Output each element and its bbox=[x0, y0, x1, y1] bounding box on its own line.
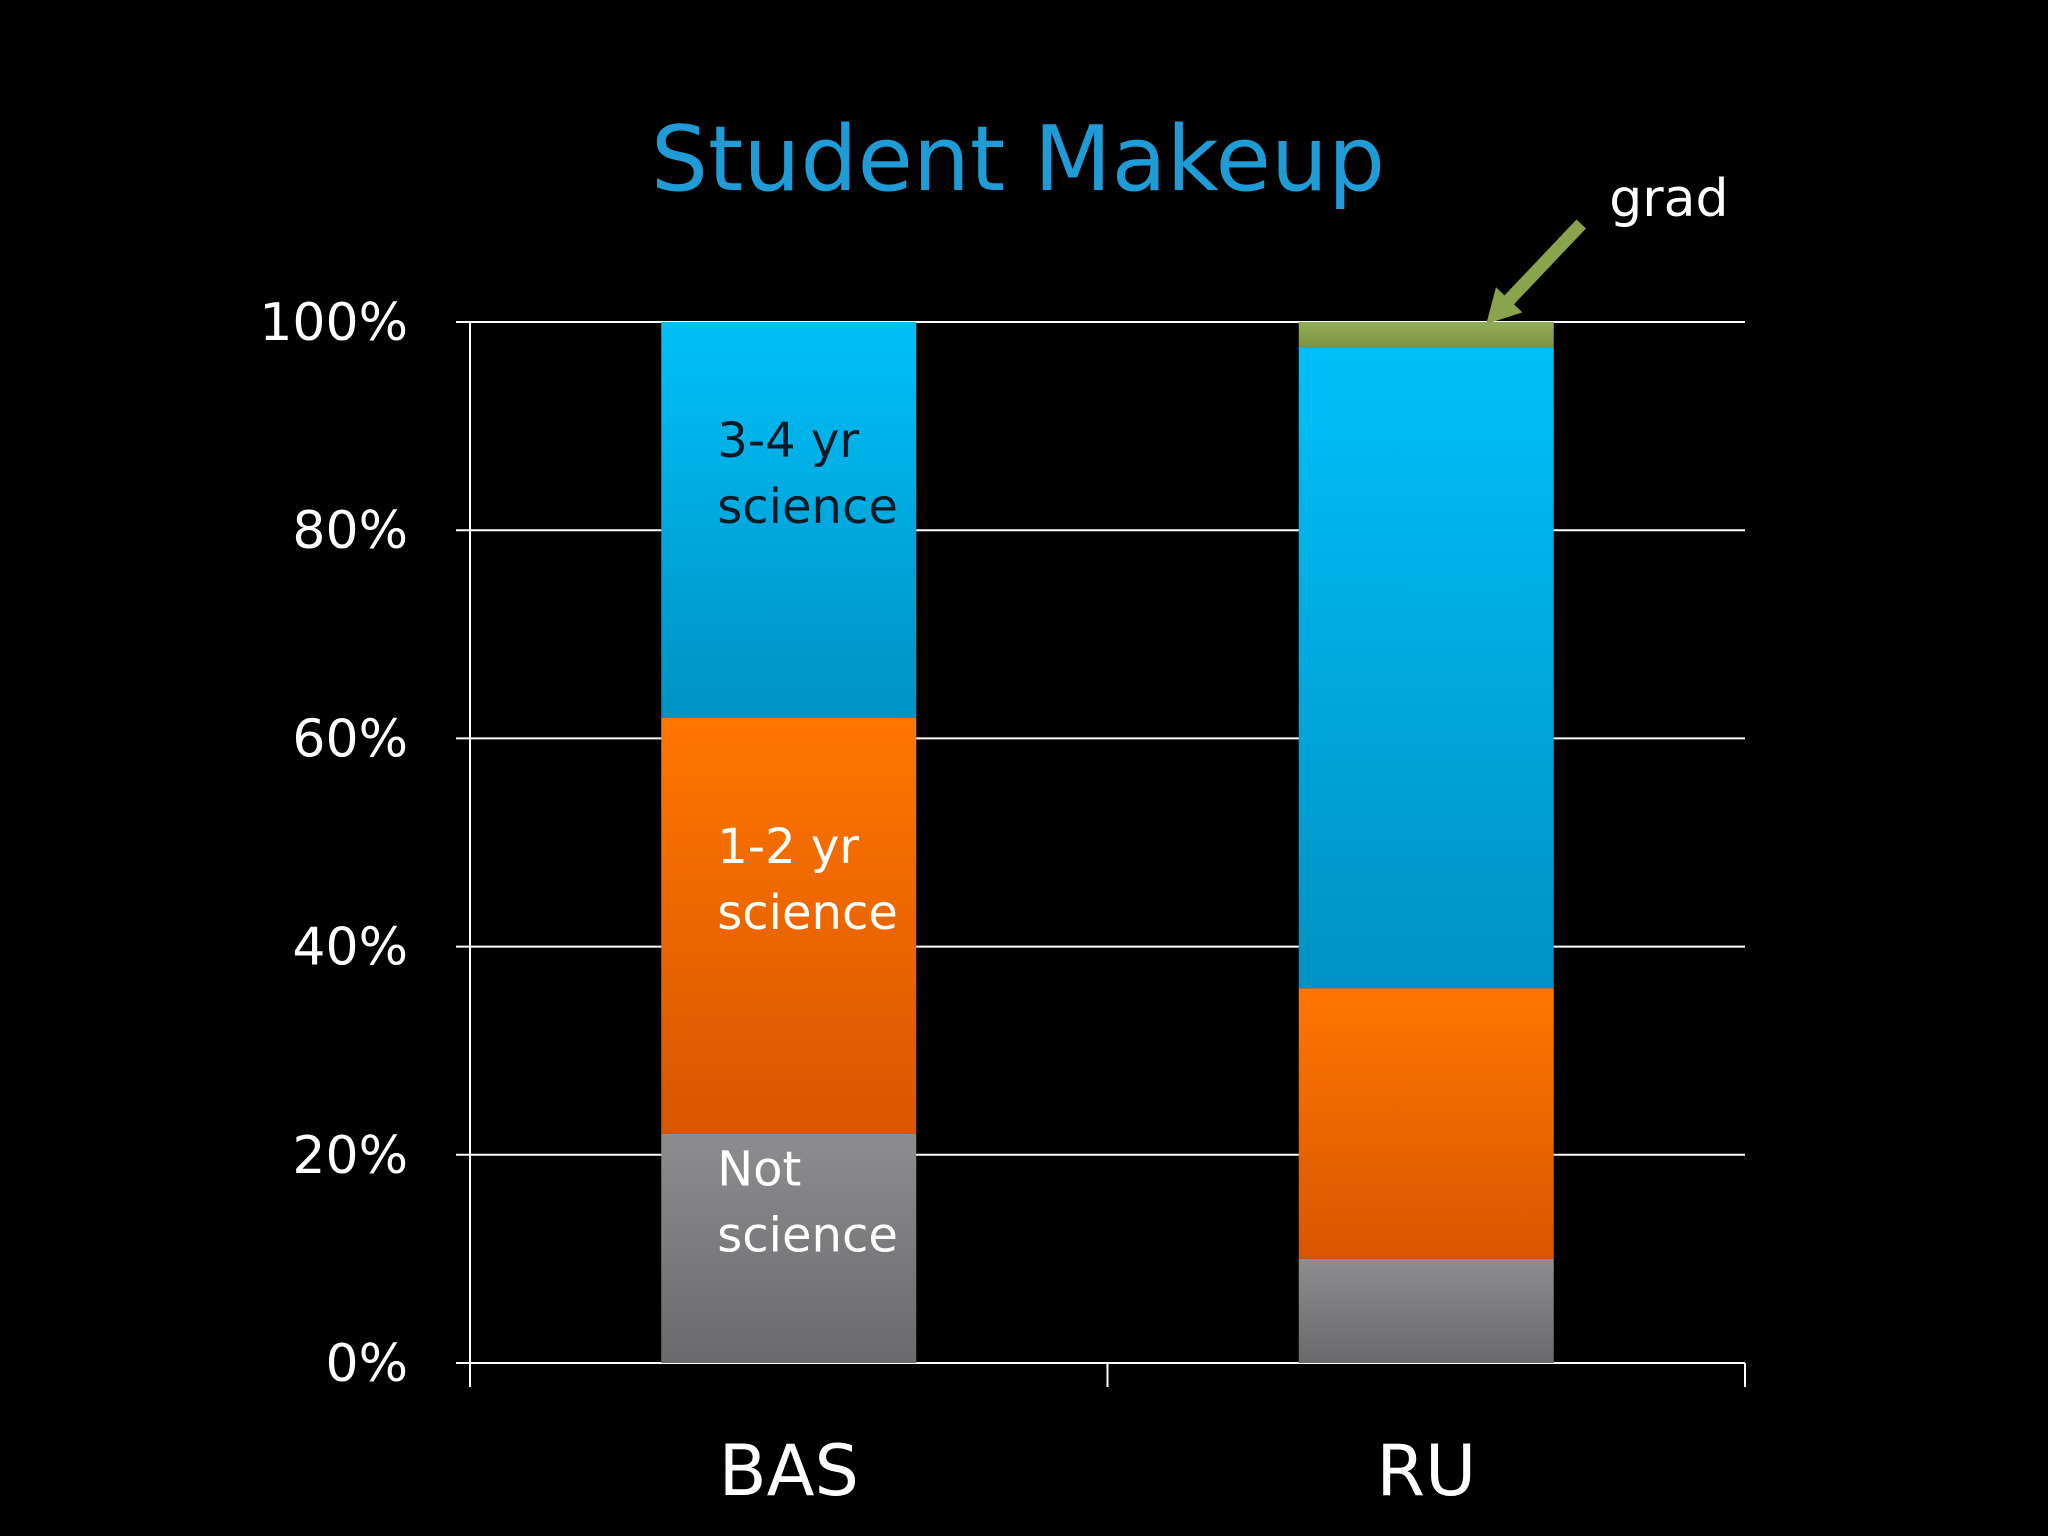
segment-label-sci12: science bbox=[717, 885, 898, 941]
annotation: grad bbox=[1486, 169, 1729, 324]
labels: 0% 20% 40% 60% 80% 100% BAS RU Not science 1-2 yr s… bbox=[259, 293, 1476, 1512]
segment-label-not: Not bbox=[717, 1141, 801, 1197]
y-tick-label: 40% bbox=[292, 918, 408, 978]
segment-label-sci34: science bbox=[717, 479, 898, 535]
annotation-arrow-shaft bbox=[1499, 219, 1586, 310]
y-tick-label: 80% bbox=[292, 501, 408, 561]
bar-ru-grad bbox=[1298, 322, 1554, 349]
segment-label-sci34: 3-4 yr bbox=[717, 413, 859, 469]
bar-ru-sci34 bbox=[1298, 348, 1554, 989]
axes bbox=[469, 322, 1746, 1387]
bars bbox=[661, 322, 1554, 1363]
annotation-label-grad: grad bbox=[1609, 169, 1728, 229]
y-tick-label: 60% bbox=[292, 709, 408, 769]
x-tick-label-bas: BAS bbox=[719, 1430, 859, 1512]
y-tick-label: 100% bbox=[259, 293, 408, 353]
bar-bas-not bbox=[661, 1133, 917, 1363]
bar-ru-sci12 bbox=[1298, 988, 1554, 1259]
segment-label-sci12: 1-2 yr bbox=[717, 819, 859, 875]
annotation-arrow-head bbox=[1486, 287, 1523, 324]
bar-bas-sci34 bbox=[661, 322, 917, 718]
y-tick-label: 0% bbox=[326, 1334, 409, 1394]
y-tick-label: 20% bbox=[292, 1126, 408, 1186]
chart-title: Student Makeup bbox=[651, 107, 1385, 212]
bar-ru-not bbox=[1298, 1258, 1554, 1363]
x-tick-label-ru: RU bbox=[1376, 1430, 1476, 1512]
segment-label-not: science bbox=[717, 1207, 898, 1263]
bar-bas-sci12 bbox=[661, 717, 917, 1134]
